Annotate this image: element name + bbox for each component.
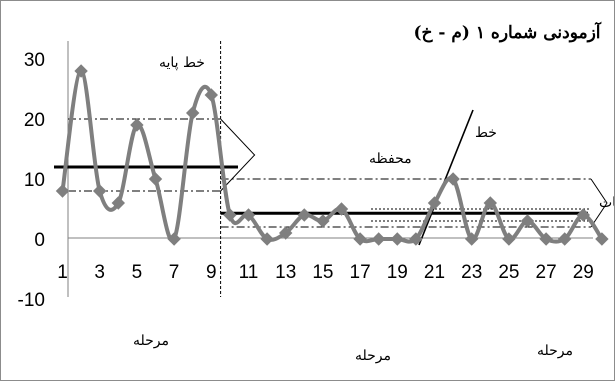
data-point-marker bbox=[260, 232, 274, 246]
data-point-marker bbox=[409, 232, 423, 246]
trend-line bbox=[418, 109, 474, 246]
x-tick-label: 15 bbox=[312, 262, 333, 283]
data-point-marker bbox=[130, 118, 144, 132]
x-tick-label: 5 bbox=[132, 262, 143, 283]
y-tick-label: -10 bbox=[18, 290, 45, 311]
data-point-marker bbox=[55, 184, 70, 198]
axes bbox=[67, 41, 593, 297]
series-group bbox=[55, 64, 609, 246]
y-tick-label: 0 bbox=[34, 230, 45, 251]
data-point-marker bbox=[111, 196, 126, 210]
data-point-marker bbox=[595, 232, 609, 246]
x-tick-labels: 1 3 5 7 9 11 13 15 17 19 21 23 25 27 29 bbox=[57, 262, 594, 283]
data-point-marker bbox=[92, 184, 107, 198]
series-line bbox=[60, 69, 604, 244]
data-point-marker bbox=[297, 208, 312, 222]
data-point-marker bbox=[167, 232, 181, 246]
x-tick-label: 17 bbox=[350, 262, 371, 283]
data-point-marker bbox=[446, 172, 460, 186]
intervention-envelope-chevron bbox=[590, 178, 608, 228]
phase-label-2: مرحله bbox=[355, 348, 391, 364]
x-tick-label: 19 bbox=[387, 262, 408, 283]
data-point-marker bbox=[204, 88, 219, 102]
x-tick-label: 1 bbox=[57, 262, 68, 283]
x-tick-label: 23 bbox=[461, 262, 482, 283]
data-point-marker bbox=[371, 232, 386, 246]
x-tick-label: 3 bbox=[94, 262, 105, 283]
y-tick-label: 10 bbox=[24, 170, 45, 191]
x-tick-label: 21 bbox=[424, 262, 445, 283]
data-point-marker bbox=[148, 172, 163, 186]
x-tick-label: 9 bbox=[206, 262, 217, 283]
data-point-marker bbox=[520, 214, 535, 228]
x-tick-label: 7 bbox=[169, 262, 180, 283]
envelope-lines bbox=[68, 41, 608, 297]
data-point-marker bbox=[316, 214, 330, 228]
phase-label-3: مرحله bbox=[537, 343, 573, 359]
x-tick-label: 13 bbox=[275, 262, 296, 283]
data-point-marker bbox=[539, 232, 553, 246]
y-tick-labels: 30 20 10 0 -10 bbox=[18, 50, 45, 311]
baseline-annotation: خط پایه bbox=[159, 55, 205, 71]
data-point-marker bbox=[74, 64, 88, 78]
trend-annotation: خط bbox=[475, 125, 497, 141]
data-point-marker bbox=[223, 208, 237, 222]
phase-label-1: مرحله bbox=[133, 333, 169, 349]
data-point-marker bbox=[502, 232, 516, 246]
data-point-marker bbox=[427, 196, 442, 210]
data-point-marker bbox=[390, 232, 405, 246]
data-point-marker bbox=[576, 208, 591, 222]
data-point-marker bbox=[353, 232, 367, 246]
data-point-marker bbox=[278, 226, 293, 240]
data-point-marker bbox=[557, 232, 572, 246]
data-point-marker bbox=[483, 196, 498, 210]
y-tick-label: 30 bbox=[24, 50, 45, 71]
data-point-marker bbox=[334, 202, 349, 216]
x-tick-label: 25 bbox=[498, 262, 519, 283]
x-tick-label: 27 bbox=[536, 262, 557, 283]
chart-title: آزمودنی شماره ۱ (م - خ) bbox=[413, 21, 601, 43]
x-tick-label: 29 bbox=[573, 262, 594, 283]
x-tick-label: 11 bbox=[239, 262, 259, 283]
envelope-annotation: محفظه bbox=[369, 151, 412, 167]
stability-envelope-annotation: محفظه ثبات bbox=[599, 195, 614, 211]
level-lines bbox=[54, 109, 588, 246]
y-tick-label: 20 bbox=[24, 110, 45, 131]
data-point-marker bbox=[464, 232, 479, 246]
data-point-marker bbox=[241, 208, 256, 222]
data-point-marker bbox=[185, 106, 200, 120]
